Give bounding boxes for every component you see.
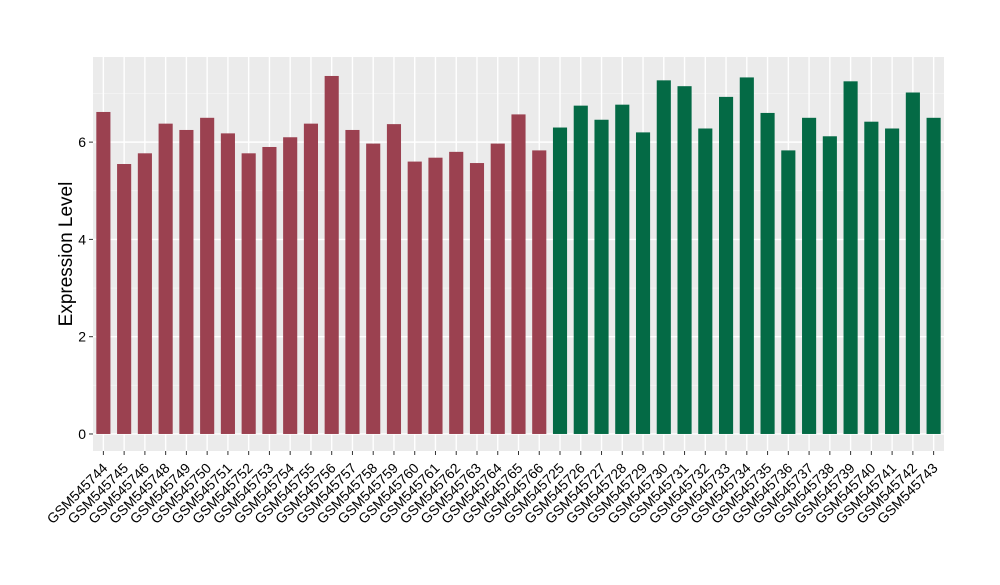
y-axis-label: Expression Level — [56, 182, 77, 327]
bar-GSM545727 — [594, 119, 609, 434]
y-tick-label: 6 — [78, 134, 86, 150]
bar-GSM545740 — [864, 121, 879, 434]
bar-GSM545739 — [843, 81, 858, 434]
bar-GSM545745 — [117, 164, 132, 434]
bar-GSM545726 — [573, 105, 588, 434]
bar-GSM545764 — [490, 143, 505, 434]
bar-GSM545744 — [96, 111, 111, 434]
y-axis: 0 2 4 6 — [78, 134, 93, 442]
bar-GSM545759 — [386, 124, 402, 434]
bar-GSM545752 — [241, 153, 256, 434]
bar-GSM545733 — [719, 96, 734, 434]
bar-GSM545751 — [220, 133, 235, 434]
y-tick-label: 0 — [78, 426, 86, 442]
bar-GSM545753 — [262, 146, 277, 434]
bar-GSM545742 — [905, 92, 920, 434]
bar-GSM545755 — [303, 123, 318, 434]
bar-GSM545725 — [552, 127, 568, 434]
y-tick-label: 2 — [78, 329, 86, 345]
bar-GSM545738 — [822, 136, 837, 434]
y-tick-label: 4 — [78, 231, 86, 247]
bar-GSM545729 — [635, 132, 651, 434]
bar-GSM545765 — [511, 114, 526, 434]
bar-GSM545763 — [469, 163, 485, 434]
bars — [96, 75, 941, 434]
bar-GSM545757 — [345, 129, 360, 434]
bar-GSM545750 — [200, 117, 215, 434]
bar-GSM545737 — [802, 117, 817, 434]
bar-GSM545758 — [366, 143, 381, 434]
bar-GSM545732 — [698, 128, 713, 434]
bar-GSM545743 — [926, 117, 941, 434]
x-axis: GSM545744GSM545745GSM545746GSM545748GSM5… — [44, 451, 941, 527]
bar-GSM545741 — [885, 128, 900, 434]
bar-GSM545728 — [615, 104, 630, 434]
bar-GSM545754 — [283, 137, 298, 434]
bar-GSM545735 — [760, 112, 775, 434]
bar-GSM545762 — [449, 151, 464, 434]
bar-GSM545734 — [739, 77, 754, 434]
bar-GSM545736 — [781, 150, 796, 434]
bar-GSM545761 — [428, 157, 443, 434]
bar-GSM545730 — [656, 80, 671, 434]
bar-GSM545756 — [324, 75, 339, 434]
bar-GSM545748 — [158, 123, 173, 434]
bar-GSM545749 — [179, 129, 194, 434]
bar-GSM545731 — [677, 86, 692, 434]
bar-GSM545766 — [532, 150, 547, 434]
bar-GSM545760 — [407, 161, 422, 434]
bar-GSM545746 — [137, 153, 152, 434]
